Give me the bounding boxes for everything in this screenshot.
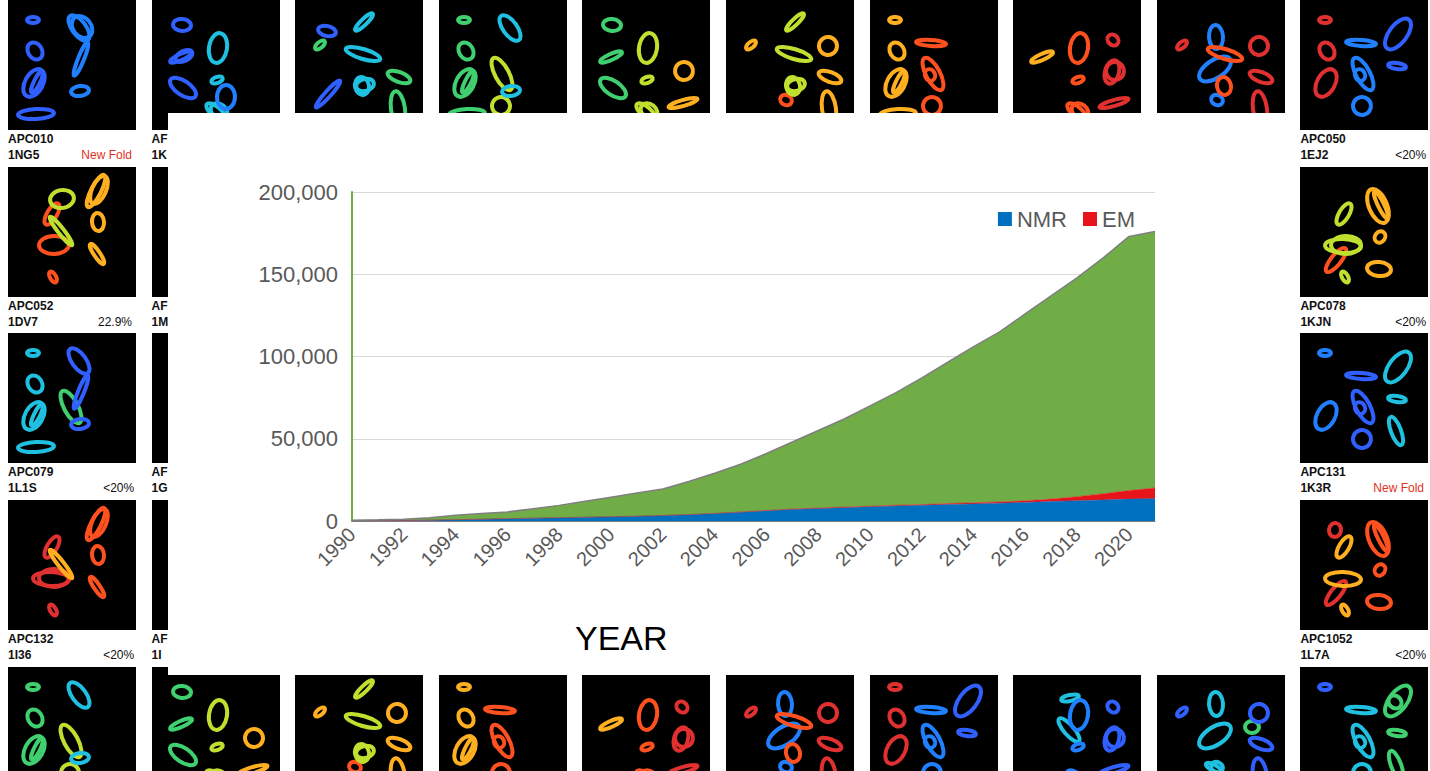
svg-text:0: 0 [326, 509, 338, 534]
html-text:<20%: <20% [1395, 148, 1427, 162]
html-text:APC131: APC131 [1300, 465, 1346, 480]
html-text:1K3R: 1K3R [1300, 481, 1332, 496]
svg-text:2000: 2000 [572, 523, 619, 570]
svg-text:2016: 2016 [986, 523, 1033, 570]
svg-text:2014: 2014 [934, 523, 981, 570]
svg-text:200,000: 200,000 [258, 180, 338, 205]
html-text:APC078: APC078 [1300, 298, 1346, 313]
html-text:<20%: <20% [103, 481, 135, 496]
html-text:<20%: <20% [103, 648, 135, 663]
html-text:<20%: <20% [1395, 314, 1427, 329]
svg-text:1996: 1996 [468, 523, 515, 570]
html-text:<20%: <20% [1395, 648, 1427, 663]
html-text:New Fold: New Fold [81, 148, 132, 162]
svg-text:1998: 1998 [520, 523, 567, 570]
svg-text:50,000: 50,000 [271, 426, 338, 451]
svg-text:1992: 1992 [365, 523, 412, 570]
html-text:AF: AF [151, 632, 168, 647]
html-text:AF: AF [151, 132, 168, 146]
svg-text:NMR: NMR [1017, 207, 1067, 232]
svg-text:2020: 2020 [1090, 523, 1137, 570]
html-text:1K: 1K [151, 148, 167, 162]
html-text:1L7A: 1L7A [1300, 648, 1330, 663]
html-text:1EJ2: 1EJ2 [1300, 148, 1329, 162]
svg-text:2002: 2002 [624, 523, 671, 570]
html-text:1I36: 1I36 [8, 648, 32, 663]
svg-text:2004: 2004 [675, 523, 722, 570]
svg-text:2008: 2008 [779, 523, 826, 570]
svg-text:150,000: 150,000 [258, 262, 338, 287]
html-text:1L1S: 1L1S [8, 481, 37, 496]
html-text:New Fold: New Fold [1373, 481, 1424, 496]
svg-text:2012: 2012 [883, 523, 930, 570]
html-text:AF: AF [151, 465, 168, 480]
html-text:APC050: APC050 [1300, 132, 1346, 146]
html-text:APC132: APC132 [8, 632, 54, 647]
svg-text:2018: 2018 [1038, 523, 1085, 570]
html-text:1G: 1G [151, 481, 168, 496]
svg-text:2006: 2006 [727, 523, 774, 570]
html-text:APC010: APC010 [8, 132, 54, 146]
svg-text:YEAR: YEAR [575, 619, 668, 657]
svg-text:2010: 2010 [831, 523, 878, 570]
svg-text:1990: 1990 [313, 523, 360, 570]
html-text:1NG5: 1NG5 [8, 148, 40, 162]
svg-text:100,000: 100,000 [258, 344, 338, 369]
html-text:1KJN: 1KJN [1300, 314, 1332, 329]
html-text:1DV7: 1DV7 [8, 314, 38, 329]
html-text:APC079: APC079 [8, 465, 54, 480]
html-text:1I: 1I [151, 648, 162, 663]
html-text:AF: AF [151, 298, 168, 313]
html-text:APC1052: APC1052 [1300, 632, 1353, 647]
html-text:APC052: APC052 [8, 298, 54, 313]
html-text:1M: 1M [151, 314, 169, 329]
html-text:22.9%: 22.9% [98, 314, 132, 329]
svg-text:EM: EM [1102, 207, 1135, 232]
svg-text:1994: 1994 [416, 523, 463, 570]
